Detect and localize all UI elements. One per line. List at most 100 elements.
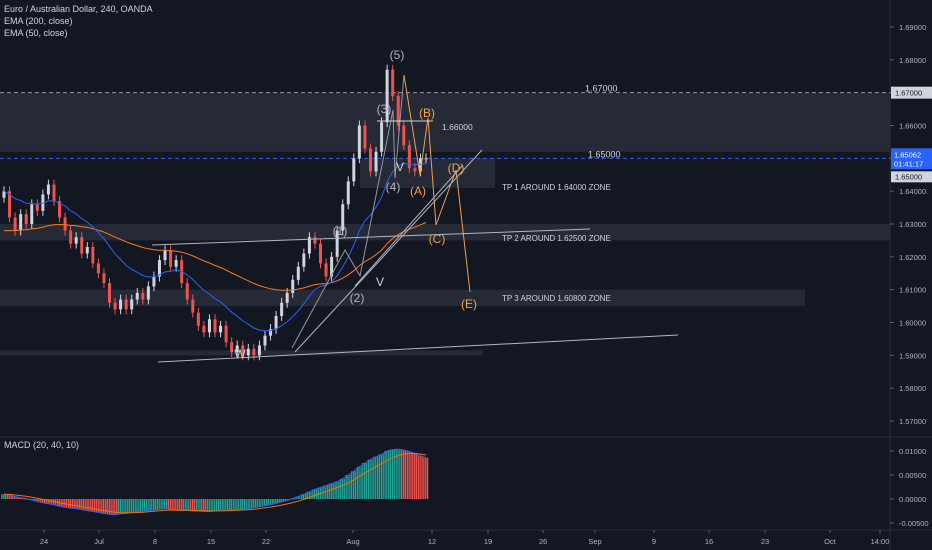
macd-bar [297, 496, 299, 499]
macd-bar [419, 455, 421, 499]
macd-bar [47, 499, 49, 504]
macd-bar [201, 499, 203, 512]
candle-body [30, 204, 34, 224]
macd-bar [95, 499, 97, 513]
macd-bar [117, 499, 120, 514]
macd-bar [386, 451, 388, 499]
macd-bar [158, 499, 160, 510]
wave-label-white: (1) [333, 224, 348, 238]
level-1-66-label: 1.66000 [442, 122, 473, 132]
macd-bar [223, 499, 225, 511]
macd-bar [97, 499, 99, 513]
macd-bar [125, 499, 127, 514]
macd-bar [280, 499, 283, 502]
macd-y-tick-label: 0.01000 [899, 447, 926, 456]
candle-body [346, 181, 350, 205]
macd-bar [299, 496, 301, 499]
macd-bar [67, 499, 70, 509]
macd-bar [230, 499, 233, 511]
macd-bar [171, 499, 173, 510]
macd-bar [204, 499, 207, 512]
macd-bar [193, 499, 196, 511]
macd-bar [306, 491, 308, 499]
macd-bar [86, 499, 88, 511]
macd-bar [101, 499, 103, 514]
macd-bar [315, 489, 318, 499]
corrective-wave-line [403, 74, 471, 293]
wave-label-orange: (C) [429, 232, 446, 246]
candle-body [363, 125, 367, 149]
candle-body [52, 184, 56, 202]
macd-bar [132, 499, 134, 513]
chart-legend: Euro / Australian Dollar, 240, OANDA EMA… [4, 3, 153, 39]
target-label: TP 2 AROUND 1.62500 ZONE [502, 234, 611, 243]
macd-bar [341, 478, 344, 499]
wave-label-orange: (A) [410, 184, 426, 198]
macd-bar [382, 454, 384, 499]
candle-body [418, 158, 422, 172]
macd-bar [373, 456, 375, 499]
macd-bar [208, 499, 210, 512]
wave-label-orange: (D) [448, 161, 465, 175]
candle-body [257, 345, 261, 356]
macd-bar [277, 499, 279, 504]
candle-body [407, 145, 411, 169]
macd-bar [371, 459, 373, 499]
macd-bar [356, 466, 358, 499]
candle-body [196, 312, 200, 326]
candle-body [202, 325, 206, 333]
macd-bar [210, 499, 212, 512]
macd-bar [130, 499, 133, 513]
macd-bar [256, 499, 258, 507]
y-tick-label: 1.64000 [899, 187, 926, 196]
macd-bar [426, 457, 429, 499]
macd-bar [138, 499, 140, 512]
macd-bar [275, 499, 277, 504]
x-tick-label: 15 [207, 537, 215, 546]
macd-bar [145, 499, 147, 511]
macd-bar [251, 499, 253, 508]
y-tick-label: 1.62000 [899, 253, 926, 262]
macd-bar [273, 499, 275, 504]
macd-bar [240, 499, 242, 510]
ema200-label: EMA (200, close) [4, 16, 73, 26]
candle-body [380, 122, 384, 152]
wave-label-orange: (E) [461, 297, 477, 311]
macd-bar [43, 499, 46, 503]
candle-body [385, 69, 389, 123]
macd-bar [412, 453, 414, 499]
macd-bar [247, 499, 249, 509]
macd-bar [203, 499, 205, 512]
candle-body [163, 250, 167, 261]
macd-bar [367, 459, 370, 499]
trendline-lower [157, 334, 679, 363]
wave-label-white: (2) [350, 291, 365, 305]
candle-body [296, 266, 300, 280]
candle-body [246, 348, 250, 356]
y-tick-label: 1.61000 [899, 286, 926, 295]
macd-bar [41, 499, 44, 503]
macd-bar [241, 499, 244, 510]
macd-bar [369, 459, 371, 499]
macd-bar [397, 449, 399, 499]
macd-bar [190, 499, 192, 511]
candle-body [330, 256, 334, 277]
macd-bar [312, 489, 314, 499]
horizontal-level-label: 1.67000 [585, 84, 618, 94]
candle-body [108, 283, 111, 303]
y-tick-label: 1.60000 [899, 319, 926, 328]
macd-bar [351, 471, 353, 499]
macd-bar [106, 499, 109, 515]
macd-bar [425, 457, 427, 499]
macd-bar [45, 499, 47, 504]
candle-body [130, 299, 134, 310]
macd-bar [301, 494, 303, 499]
macd-bar [75, 499, 77, 509]
candle-body [224, 325, 228, 343]
macd-bar [66, 499, 68, 508]
macd-y-tick-label: -0.00500 [899, 519, 929, 528]
macd-bar [243, 499, 246, 510]
macd-bar [184, 499, 186, 511]
candle-body [335, 230, 339, 257]
